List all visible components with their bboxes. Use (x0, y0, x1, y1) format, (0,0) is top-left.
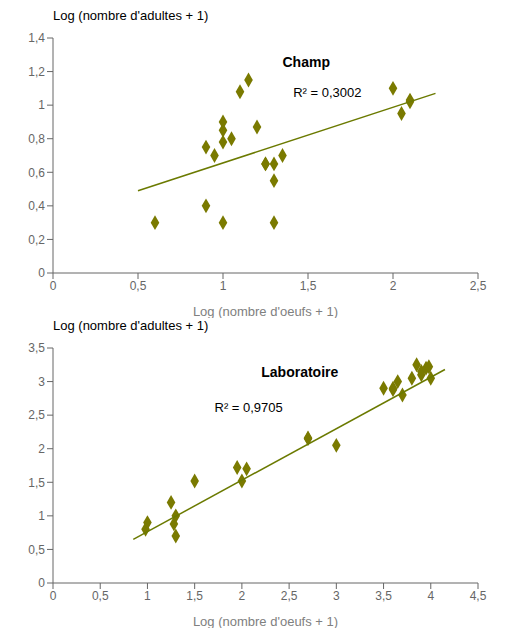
html-text:R² = 0,3002: R² = 0,3002 (293, 85, 362, 100)
svg-text:Log (nombre d'oeufs + 1): Log (nombre d'oeufs + 1) (193, 614, 338, 628)
svg-text:1,2: 1,2 (28, 65, 45, 79)
svg-text:3: 3 (38, 375, 45, 389)
svg-text:1: 1 (144, 589, 151, 603)
svg-text:0: 0 (38, 576, 45, 590)
svg-text:2: 2 (38, 442, 45, 456)
svg-text:2,5: 2,5 (28, 408, 45, 422)
svg-text:0: 0 (38, 266, 45, 280)
svg-text:2,5: 2,5 (470, 279, 487, 293)
svg-text:1: 1 (38, 98, 45, 112)
svg-text:0,6: 0,6 (28, 166, 45, 180)
svg-text:0: 0 (50, 279, 57, 293)
svg-text:1,5: 1,5 (28, 476, 45, 490)
svg-text:3,5: 3,5 (375, 589, 392, 603)
svg-text:1: 1 (38, 509, 45, 523)
html-text:Champ: Champ (282, 54, 330, 71)
svg-text:0,5: 0,5 (130, 279, 147, 293)
svg-text:1,4: 1,4 (28, 31, 45, 45)
svg-text:0,8: 0,8 (28, 132, 45, 146)
html-text:Laboratoire: Laboratoire (261, 364, 339, 381)
svg-text:1,5: 1,5 (300, 279, 317, 293)
svg-text:1: 1 (220, 279, 227, 293)
html-text:Log (nombre d'adultes + 1): Log (nombre d'adultes + 1) (53, 8, 209, 23)
svg-text:0,2: 0,2 (28, 233, 45, 247)
svg-text:0,5: 0,5 (28, 543, 45, 557)
svg-text:4: 4 (427, 589, 434, 603)
svg-text:0: 0 (50, 589, 57, 603)
svg-text:2: 2 (239, 589, 246, 603)
svg-text:Log (nombre d'oeufs + 1): Log (nombre d'oeufs + 1) (193, 304, 338, 318)
svg-text:2: 2 (390, 279, 397, 293)
svg-text:4,5: 4,5 (470, 589, 487, 603)
html-text:Log (nombre d'adultes + 1): Log (nombre d'adultes + 1) (53, 318, 209, 333)
svg-text:1,5: 1,5 (186, 589, 203, 603)
svg-text:0,4: 0,4 (28, 199, 45, 213)
svg-text:3,5: 3,5 (28, 341, 45, 355)
svg-text:3: 3 (333, 589, 340, 603)
svg-text:2,5: 2,5 (281, 589, 298, 603)
html-text:R² = 0,9705: R² = 0,9705 (214, 399, 283, 415)
svg-text:0,5: 0,5 (92, 589, 109, 603)
